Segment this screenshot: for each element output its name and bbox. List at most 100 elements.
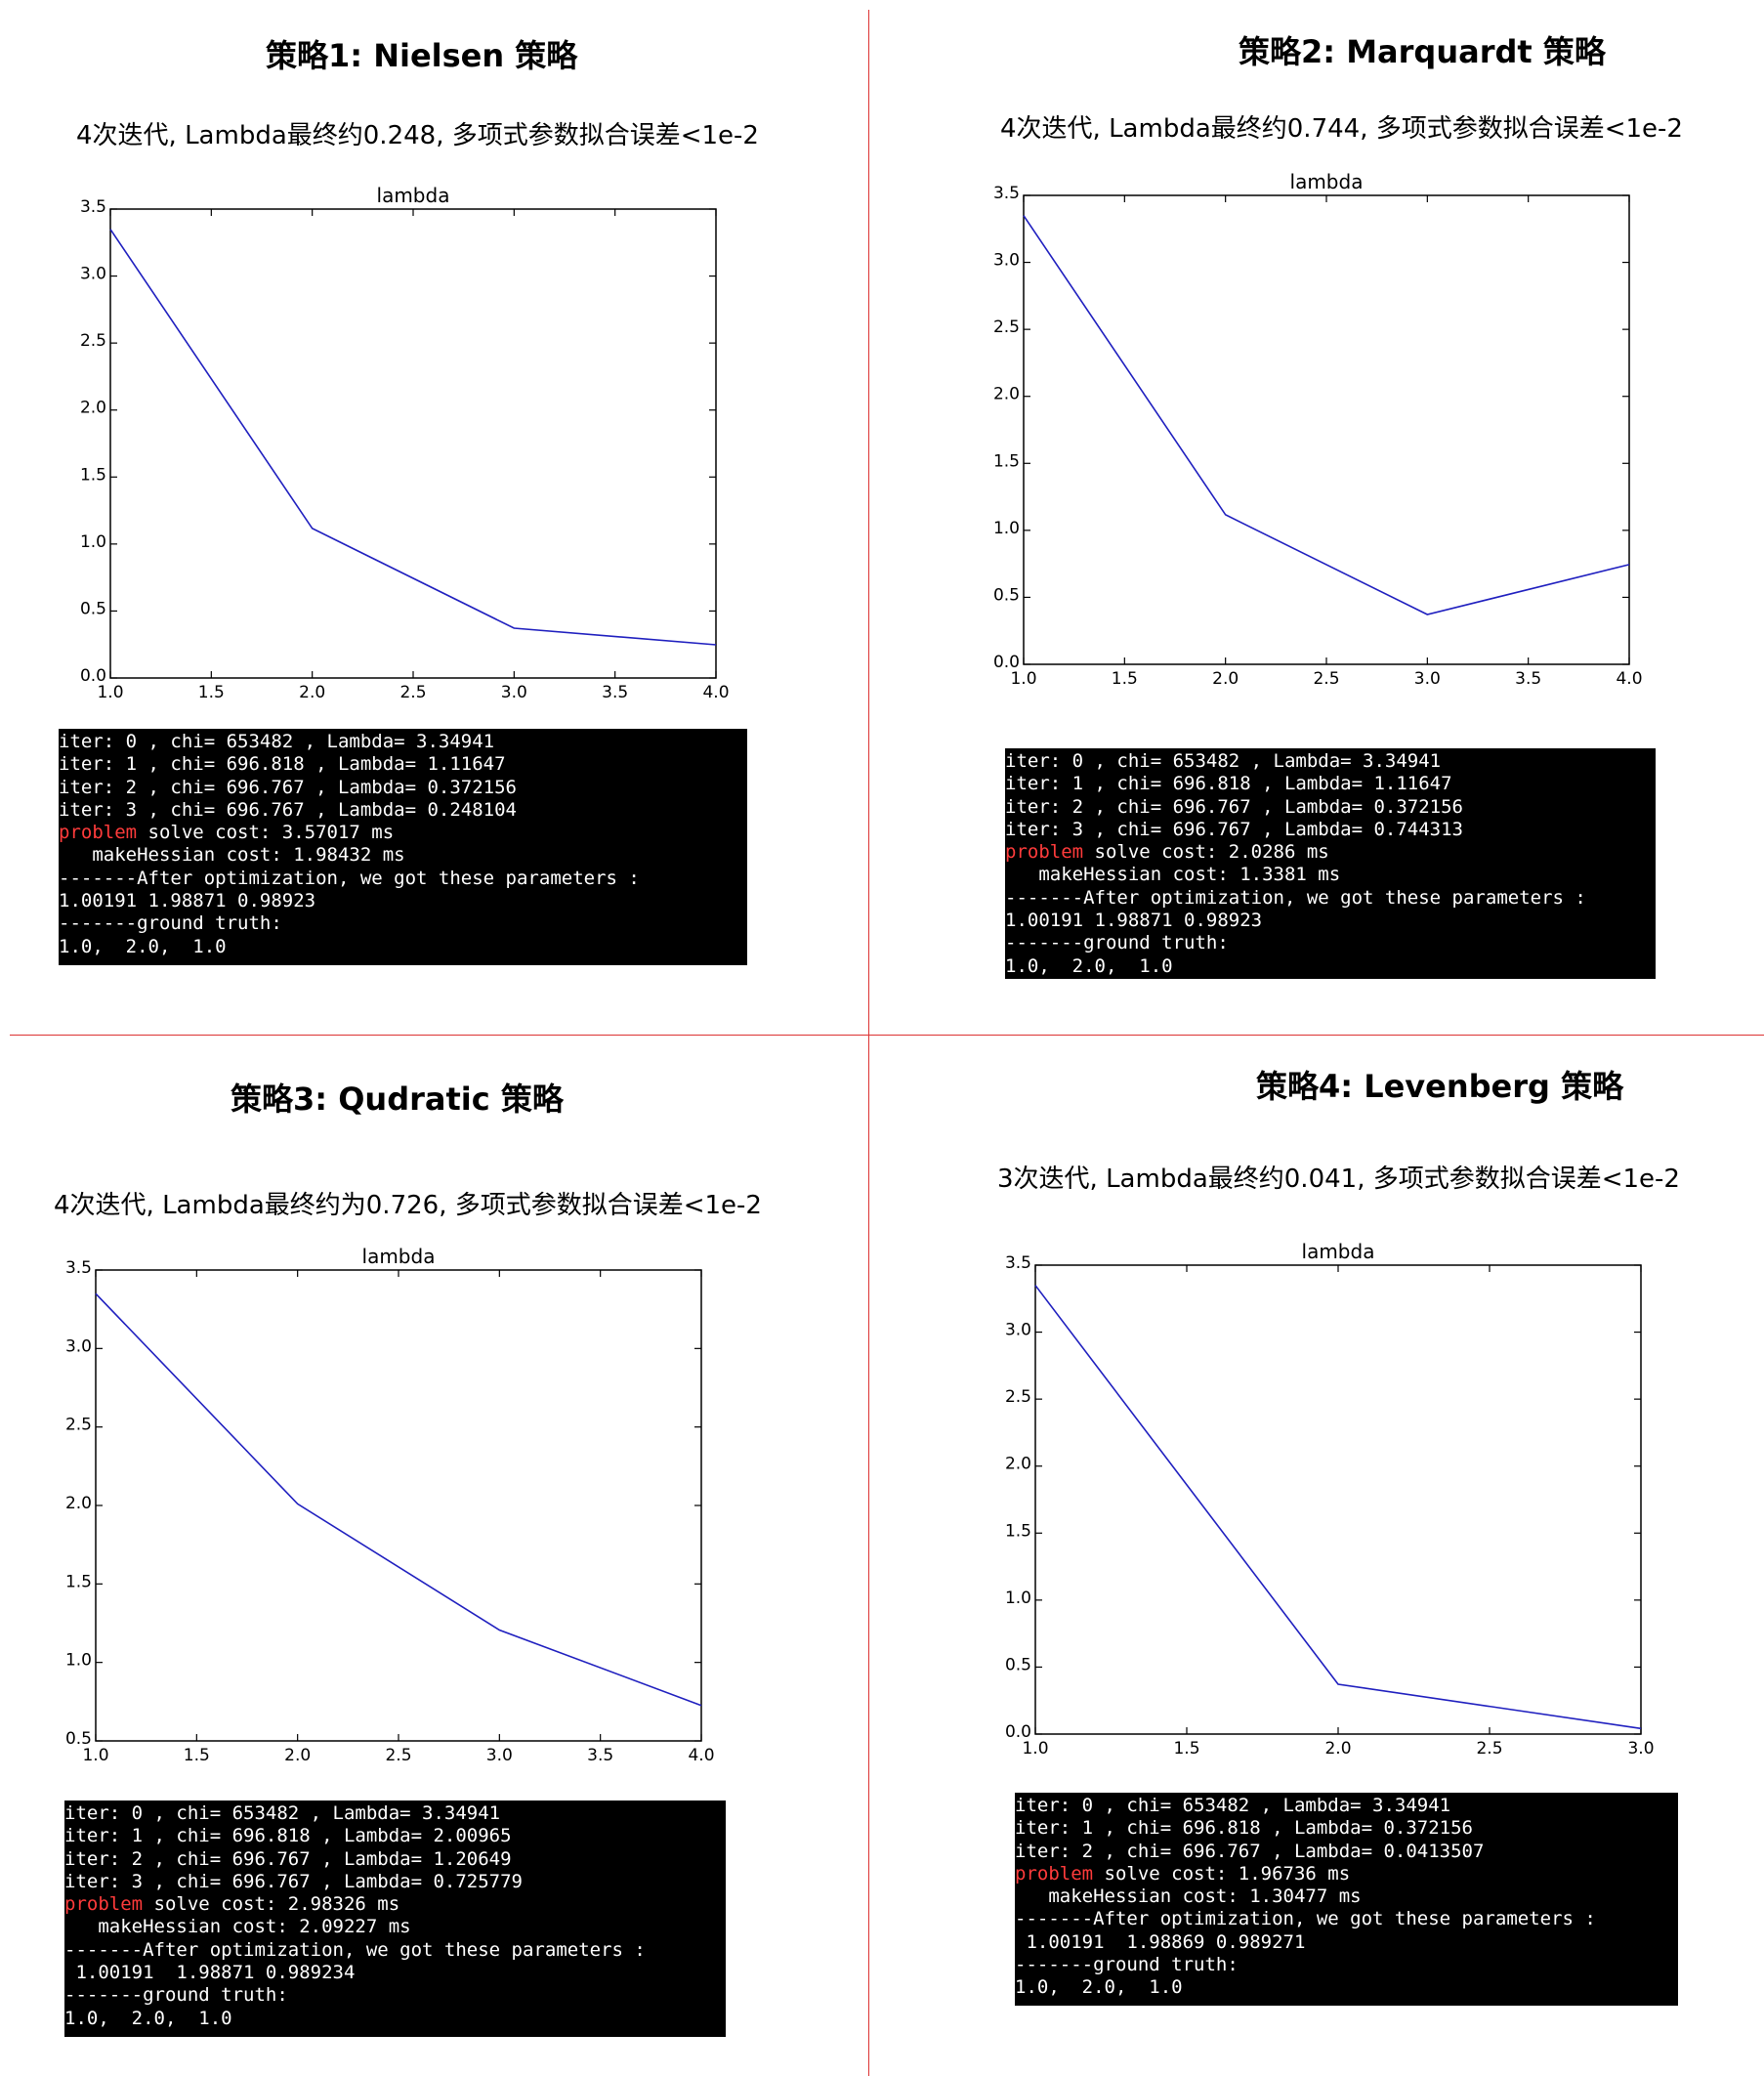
terminal-text: -------ground truth: xyxy=(1015,1954,1239,1976)
panel-3-terminal: iter: 0 , chi= 653482 , Lambda= 3.34941 i… xyxy=(64,1801,726,2037)
y-tick-label: 3.5 xyxy=(993,184,1020,203)
panel-2-lambda-chart: lambda 1.0 1.5 2.0 2.5 3.0 3.5 4.0 0.0 0.5 1.0 1.5 2… xyxy=(993,170,1643,689)
panel-1-terminal: iter: 0 , chi= 653482 , Lambda= 3.34941 i… xyxy=(59,729,747,965)
terminal-line: -------After optimization, we got these … xyxy=(1015,1908,1678,1930)
horizontal-divider xyxy=(10,1035,1764,1036)
terminal-line: iter: 1 , chi= 696.818 , Lambda= 1.11647 xyxy=(59,753,747,776)
x-tick-label: 3.0 xyxy=(1414,669,1441,689)
x-tick-label: 3.5 xyxy=(1515,669,1541,689)
terminal-line: -------ground truth: xyxy=(1015,1954,1678,1976)
y-tick-label: 1.5 xyxy=(80,465,106,485)
terminal-line: iter: 1 , chi= 696.818 , Lambda= 1.11647 xyxy=(1005,773,1656,795)
panel-4-terminal: iter: 0 , chi= 653482 , Lambda= 3.34941 i… xyxy=(1015,1793,1678,2006)
y-tick-label: 1.0 xyxy=(1005,1589,1031,1608)
y-tick-label: 3.0 xyxy=(80,265,106,284)
terminal-line: -------ground truth: xyxy=(59,912,747,935)
terminal-text: makeHessian cost: 2.09227 ms xyxy=(64,1916,411,1938)
terminal-text: iter: 0 , chi= 653482 , Lambda= 3.34941 xyxy=(1005,750,1442,772)
terminal-text: 1.00191 1.98871 0.989234 xyxy=(64,1962,356,1984)
terminal-text: -------ground truth: xyxy=(64,1984,288,2007)
y-tick-label: 0.5 xyxy=(1005,1655,1031,1674)
terminal-text: solve cost: 2.98326 ms xyxy=(143,1893,400,1916)
terminal-text: iter: 1 , chi= 696.818 , Lambda= 0.37215… xyxy=(1015,1817,1473,1840)
x-tick-label: 1.5 xyxy=(1173,1739,1199,1758)
terminal-text: solve cost: 3.57017 ms xyxy=(137,822,395,844)
y-tick-label: 2.0 xyxy=(1005,1455,1031,1474)
y-tick-label: 2.0 xyxy=(993,385,1020,404)
x-tick-label: 1.5 xyxy=(184,1746,210,1765)
plot-frame xyxy=(95,1269,702,1742)
y-tick-label: 2.0 xyxy=(65,1494,92,1513)
terminal-line: 1.0, 2.0, 1.0 xyxy=(64,2008,726,2030)
terminal-line: iter: 2 , chi= 696.767 , Lambda= 0.04135… xyxy=(1015,1841,1678,1863)
panel-4-lambda-chart: lambda 1.0 1.5 2.0 2.5 3.0 0.0 0.5 1.0 1.5 2.0 2.5 3… xyxy=(1005,1240,1655,1758)
x-tick-label: 1.0 xyxy=(1010,669,1036,689)
terminal-text: solve cost: 2.0286 ms xyxy=(1083,841,1329,864)
panel-4-subtitle: 3次迭代, Lambda最终约0.041, 多项式参数拟合误差<1e-2 xyxy=(997,1165,1680,1194)
terminal-line: -------After optimization, we got these … xyxy=(1005,887,1656,910)
terminal-text: 1.0, 2.0, 1.0 xyxy=(1005,954,1173,977)
terminal-text: 1.0, 2.0, 1.0 xyxy=(59,935,227,957)
terminal-line: 1.0, 2.0, 1.0 xyxy=(1015,1976,1678,1999)
y-tick-label: 0.0 xyxy=(80,666,106,686)
x-tick-label: 1.0 xyxy=(97,683,123,702)
terminal-line: iter: 3 , chi= 696.767 , Lambda= 0.74431… xyxy=(1005,819,1656,841)
x-tick-label: 1.5 xyxy=(198,683,225,702)
terminal-line: 1.0, 2.0, 1.0 xyxy=(59,936,747,958)
y-tick-label: 1.5 xyxy=(993,451,1020,471)
vertical-divider xyxy=(868,10,869,2076)
terminal-line: 1.00191 1.98871 0.98923 xyxy=(59,890,747,912)
y-tick-label: 3.0 xyxy=(65,1336,92,1356)
terminal-keyword: problem xyxy=(64,1893,144,1916)
terminal-line: 1.00191 1.98869 0.989271 xyxy=(1015,1931,1678,1954)
terminal-text: iter: 1 , chi= 696.818 , Lambda= 1.11647 xyxy=(59,753,506,776)
x-tick-label: 2.0 xyxy=(284,1746,311,1765)
terminal-line: 1.00191 1.98871 0.989234 xyxy=(64,1962,726,1984)
terminal-text: iter: 1 , chi= 696.818 , Lambda= 1.11647 xyxy=(1005,773,1452,795)
x-tick-label: 4.0 xyxy=(702,683,729,702)
panel-1-lambda-chart: lambda 1.0 1.5 2.0 2.5 3.0 3.5 4.0 0.0 0.5 1.0 1.5 2… xyxy=(80,184,730,702)
terminal-text: 1.0, 2.0, 1.0 xyxy=(1015,1976,1183,1999)
terminal-text: -------ground truth: xyxy=(1005,932,1229,954)
x-tick-label: 4.0 xyxy=(1616,669,1642,689)
y-tick-label: 2.5 xyxy=(1005,1387,1031,1407)
y-tick-label: 3.5 xyxy=(80,197,106,217)
terminal-line: problem solve cost: 2.0286 ms xyxy=(1005,841,1656,864)
x-tick-label: 2.5 xyxy=(1313,669,1339,689)
terminal-text: iter: 2 , chi= 696.767 , Lambda= 1.20649 xyxy=(64,1847,512,1870)
terminal-text: iter: 0 , chi= 653482 , Lambda= 3.34941 xyxy=(59,731,495,752)
y-tick-label: 1.0 xyxy=(65,1651,92,1671)
y-tick-label: 0.0 xyxy=(1005,1722,1031,1742)
terminal-text: iter: 2 , chi= 696.767 , Lambda= 0.04135… xyxy=(1015,1840,1485,1862)
y-tick-label: 1.5 xyxy=(1005,1521,1031,1541)
terminal-line: makeHessian cost: 1.98432 ms xyxy=(59,844,747,867)
terminal-line: problem solve cost: 3.57017 ms xyxy=(59,822,747,844)
terminal-text: iter: 2 , chi= 696.767 , Lambda= 0.37215… xyxy=(59,776,517,798)
y-tick-label: 0.5 xyxy=(80,599,106,618)
y-tick-label: 1.0 xyxy=(80,532,106,552)
y-tick-label: 0.5 xyxy=(65,1729,92,1749)
terminal-line: makeHessian cost: 1.30477 ms xyxy=(1015,1885,1678,1908)
lambda-series-line xyxy=(95,1292,702,1707)
x-tick-label: 2.0 xyxy=(1324,1739,1351,1758)
y-tick-label: 3.0 xyxy=(993,251,1020,271)
y-tick-label: 2.5 xyxy=(993,318,1020,337)
terminal-line: iter: 2 , chi= 696.767 , Lambda= 0.37215… xyxy=(1005,796,1656,819)
x-tick-label: 1.0 xyxy=(1022,1739,1048,1758)
terminal-keyword: problem xyxy=(1015,1862,1094,1885)
y-tick-label: 2.5 xyxy=(80,331,106,351)
x-tick-label: 2.5 xyxy=(385,1746,411,1765)
panel-3-title: 策略3: Qudratic 策略 xyxy=(231,1080,564,1118)
terminal-text: iter: 2 , chi= 696.767 , Lambda= 0.37215… xyxy=(1005,795,1463,818)
terminal-line: iter: 2 , chi= 696.767 , Lambda= 0.37215… xyxy=(59,777,747,799)
terminal-line: iter: 0 , chi= 653482 , Lambda= 3.34941 xyxy=(1015,1795,1678,1817)
x-tick-label: 3.0 xyxy=(486,1746,513,1765)
terminal-text: -------ground truth: xyxy=(59,912,282,935)
panel-2-title: 策略2: Marquardt 策略 xyxy=(1239,33,1606,70)
x-tick-label: 2.5 xyxy=(1476,1739,1502,1758)
terminal-keyword: problem xyxy=(1005,841,1084,864)
panel-4-title: 策略4: Levenberg 策略 xyxy=(1256,1068,1624,1105)
x-tick-label: 2.5 xyxy=(399,683,426,702)
terminal-line: iter: 2 , chi= 696.767 , Lambda= 1.20649 xyxy=(64,1848,726,1871)
terminal-text: iter: 1 , chi= 696.818 , Lambda= 2.00965 xyxy=(64,1825,512,1847)
